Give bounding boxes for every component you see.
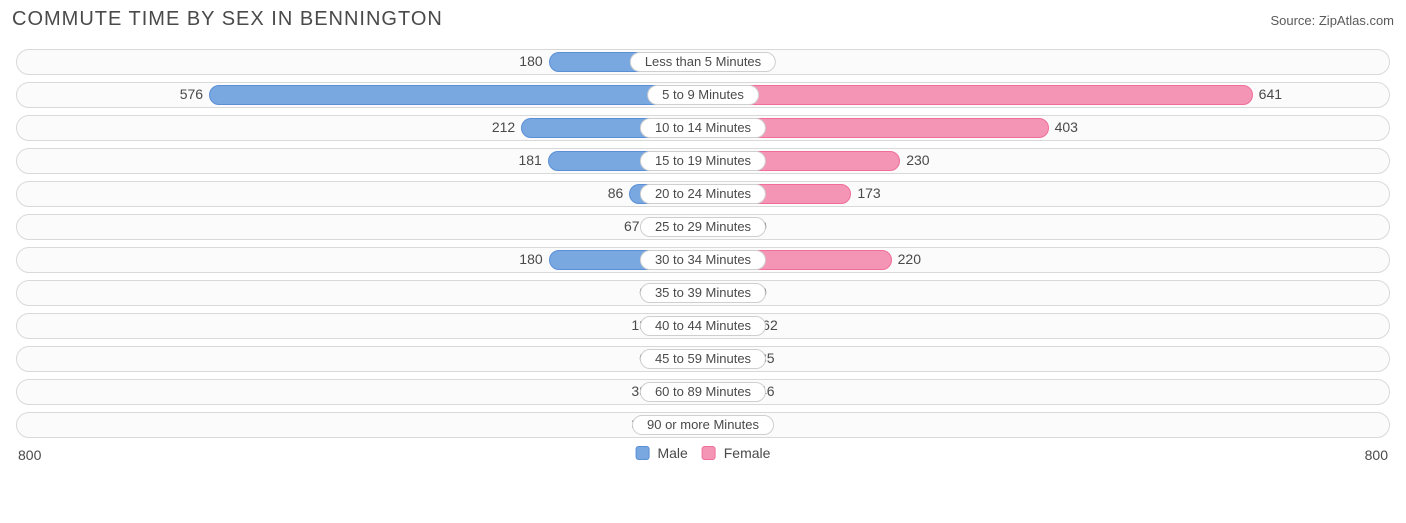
value-male: 180: [519, 53, 542, 69]
chart-row: 18031Less than 5 Minutes: [16, 49, 1390, 75]
legend-item-male: Male: [636, 445, 688, 461]
value-male: 181: [518, 152, 541, 168]
chart-row: 86 173 20 to 24 Minutes: [16, 181, 1390, 207]
chart-row: 67025 to 29 Minutes: [16, 214, 1390, 240]
chart-footer: 800 Male Female 800: [12, 445, 1394, 473]
category-pill: 5 to 9 Minutes: [647, 85, 759, 105]
chart-container: COMMUTE TIME BY SEX IN BENNINGTON Source…: [0, 0, 1406, 523]
chart-legend: Male Female: [636, 445, 771, 461]
chart-row: 180 220 30 to 34 Minutes: [16, 247, 1390, 273]
chart-source: Source: ZipAtlas.com: [1270, 13, 1394, 28]
category-pill: 90 or more Minutes: [632, 415, 774, 435]
legend-swatch-male: [636, 446, 650, 460]
category-pill: 30 to 34 Minutes: [640, 250, 766, 270]
category-pill: 35 to 39 Minutes: [640, 283, 766, 303]
chart-rows: 18031Less than 5 Minutes 576 641 5 to 9 Min…: [12, 49, 1394, 438]
chart-row: 0035 to 39 Minutes: [16, 280, 1390, 306]
value-male: 180: [519, 251, 542, 267]
category-pill: 25 to 29 Minutes: [640, 217, 766, 237]
chart-row: 181 230 15 to 19 Minutes: [16, 148, 1390, 174]
value-male: 86: [608, 185, 624, 201]
value-female: 220: [898, 251, 921, 267]
chart-row: 32990 or more Minutes: [16, 412, 1390, 438]
value-male: 212: [492, 119, 515, 135]
category-pill: 15 to 19 Minutes: [640, 151, 766, 171]
legend-label-female: Female: [724, 445, 771, 461]
chart-row: 212 403 10 to 14 Minutes: [16, 115, 1390, 141]
chart-header: COMMUTE TIME BY SEX IN BENNINGTON Source…: [12, 8, 1394, 31]
chart-title: COMMUTE TIME BY SEX IN BENNINGTON: [12, 8, 443, 31]
chart-row: 03545 to 59 Minutes: [16, 346, 1390, 372]
value-female: 403: [1055, 119, 1078, 135]
legend-label-male: Male: [657, 445, 687, 461]
axis-max-left: 800: [18, 447, 41, 463]
axis-max-right: 800: [1365, 447, 1388, 463]
category-pill: Less than 5 Minutes: [630, 52, 776, 72]
category-pill: 40 to 44 Minutes: [640, 316, 766, 336]
category-pill: 60 to 89 Minutes: [640, 382, 766, 402]
value-male: 67: [624, 218, 640, 234]
category-pill: 20 to 24 Minutes: [640, 184, 766, 204]
chart-row: 136240 to 44 Minutes: [16, 313, 1390, 339]
chart-row: 576 641 5 to 9 Minutes: [16, 82, 1390, 108]
category-pill: 10 to 14 Minutes: [640, 118, 766, 138]
value-male: 576: [180, 86, 203, 102]
legend-item-female: Female: [702, 445, 771, 461]
bar-male: [209, 85, 703, 105]
value-female: 173: [857, 185, 880, 201]
chart-row: 384660 to 89 Minutes: [16, 379, 1390, 405]
value-female: 641: [1259, 86, 1282, 102]
bar-female: [703, 85, 1253, 105]
category-pill: 45 to 59 Minutes: [640, 349, 766, 369]
value-female: 230: [906, 152, 929, 168]
legend-swatch-female: [702, 446, 716, 460]
